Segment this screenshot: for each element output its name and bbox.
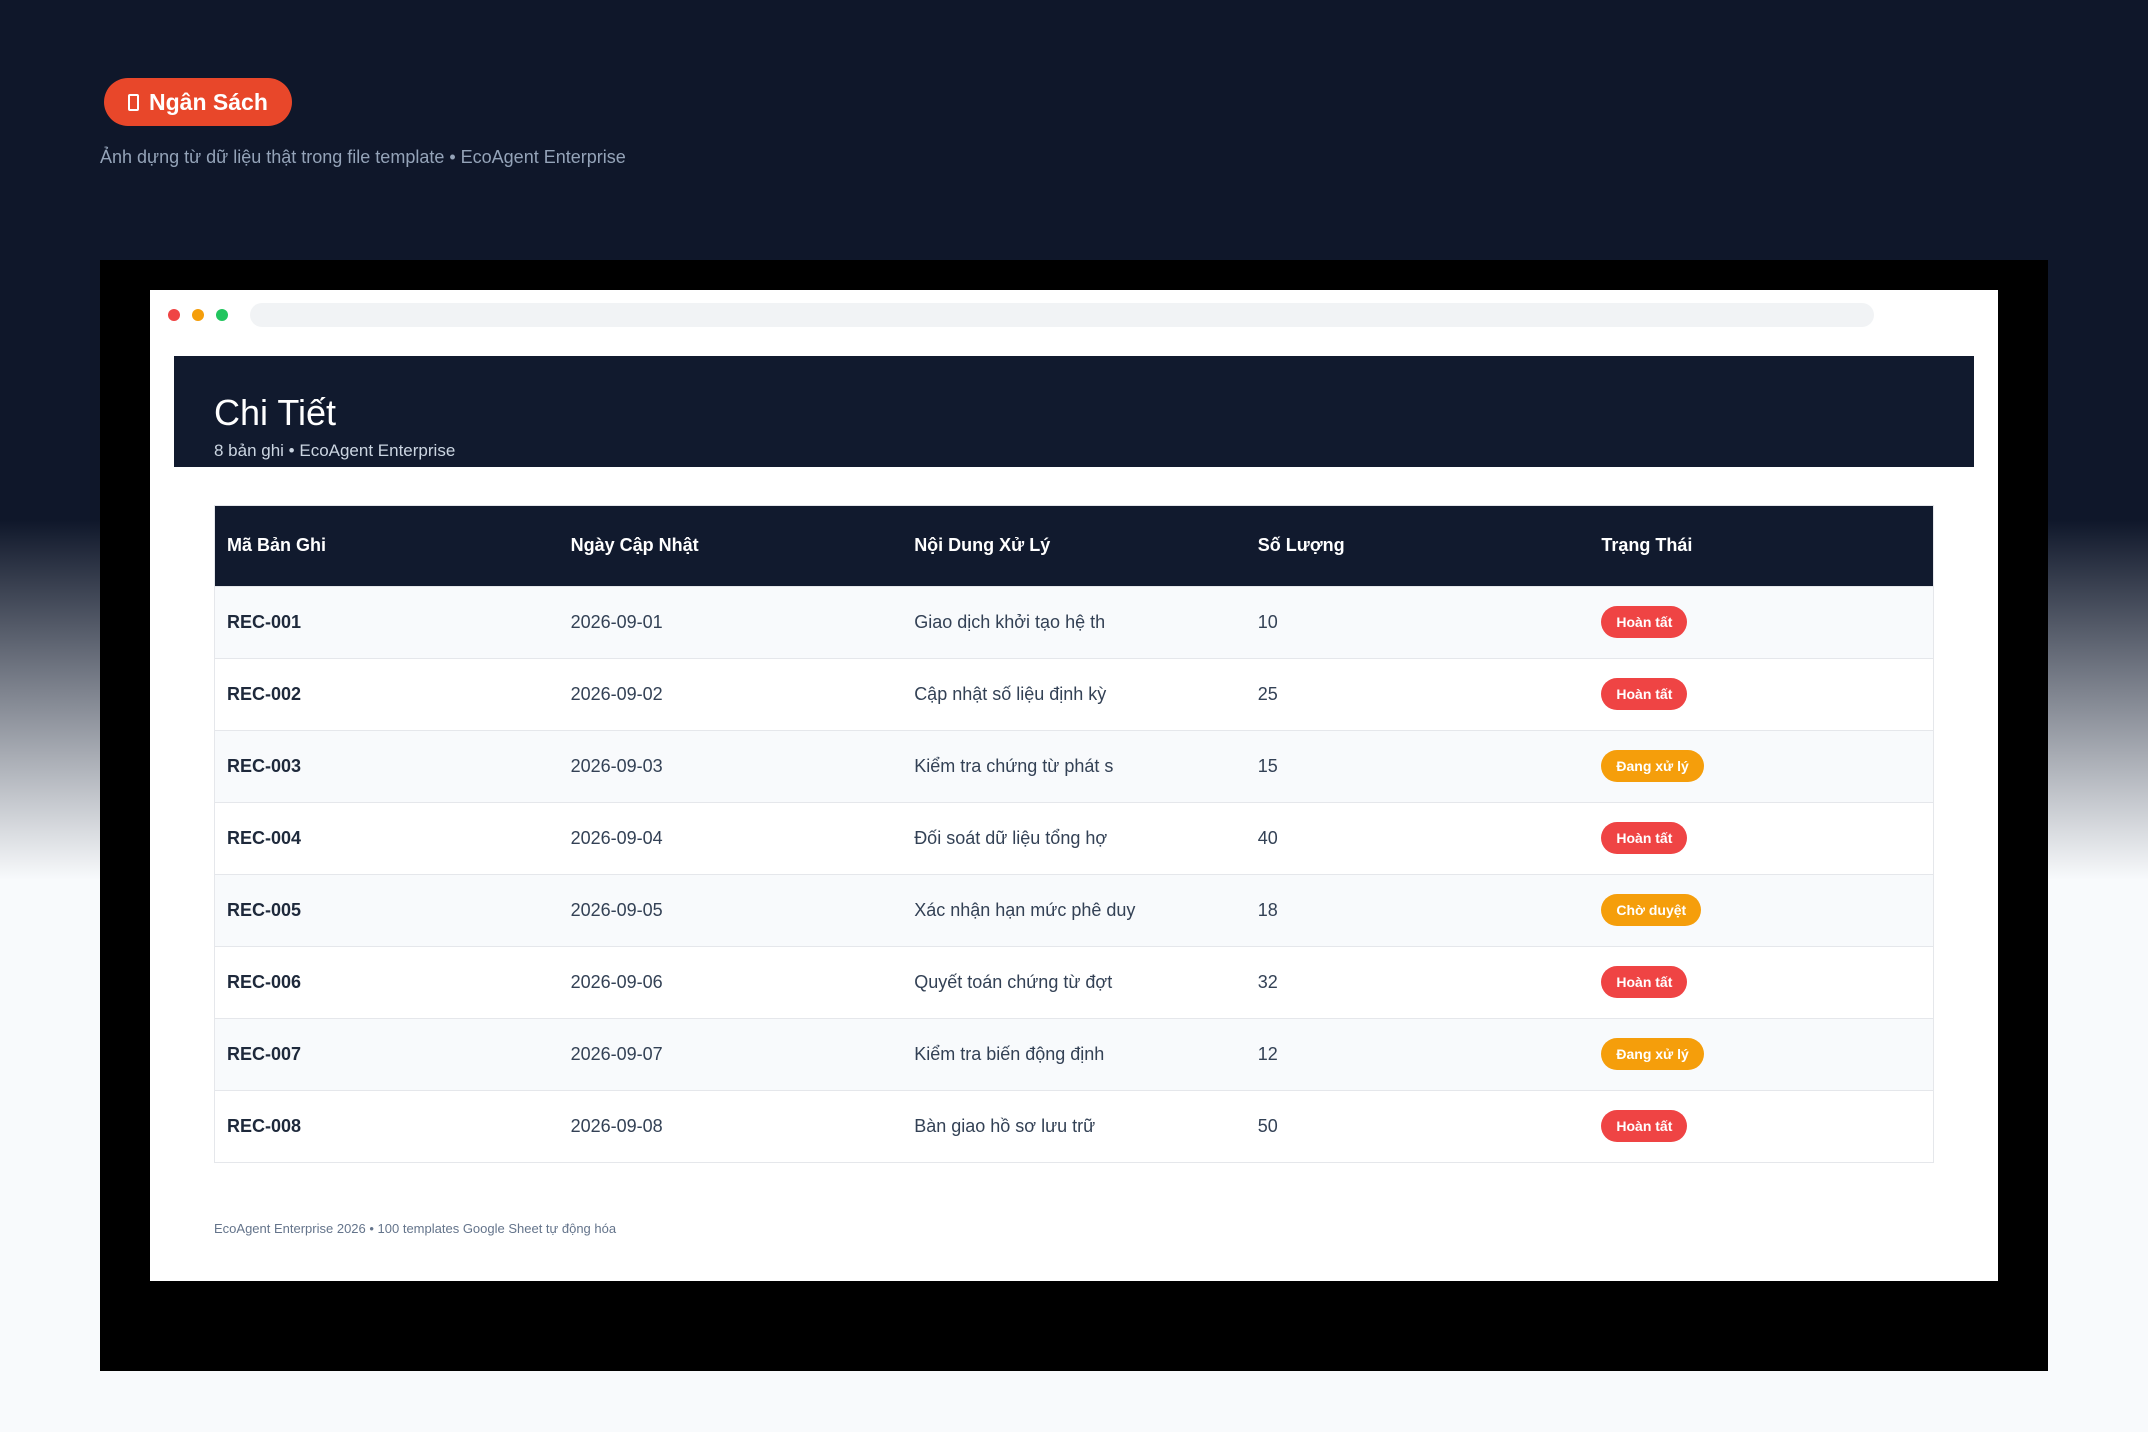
quantity-cell: 18 — [1257, 899, 1278, 920]
table-row[interactable]: REC-004 2026-09-04 Đối soát dữ liệu tổng h… — [215, 802, 1933, 874]
table-row[interactable]: REC-008 2026-09-08 Bàn giao hồ sơ lưu trữ 5… — [215, 1090, 1933, 1162]
content-cell: Cập nhật số liệu định kỳ — [914, 683, 1107, 704]
table-row[interactable]: REC-006 2026-09-06 Quyết toán chứng từ đợt… — [215, 946, 1933, 1018]
status-cell: Hoàn tất — [1589, 586, 1933, 658]
updated-date-cell: 2026-09-03 — [570, 755, 663, 776]
updated-date-cell: 2026-09-07 — [570, 1043, 663, 1064]
quantity-cell: 10 — [1257, 611, 1278, 632]
quantity-cell: 32 — [1257, 971, 1278, 992]
updated-date-cell: 2026-09-06 — [570, 971, 663, 992]
quantity-cell: 15 — [1257, 755, 1278, 776]
table-row[interactable]: REC-005 2026-09-05 Xác nhận hạn mức phê du… — [215, 874, 1933, 946]
status-cell: Chờ duyệt — [1589, 874, 1933, 946]
table-header-row: Mã Bản Ghi Ngày Cập Nhật Nội Dung Xử Lý … — [215, 506, 1933, 586]
status-badge: Chờ duyệt — [1601, 894, 1702, 926]
record-code-cell: REC-008 — [227, 1115, 302, 1136]
address-bar[interactable] — [250, 303, 1874, 327]
browser-window: Chi Tiết 8 bản ghi • EcoAgent Enterprise… — [150, 290, 1998, 1281]
status-badge: Hoàn tất — [1601, 1110, 1688, 1143]
column-header-date[interactable]: Ngày Cập Nhật — [570, 535, 699, 556]
table-row[interactable]: REC-003 2026-09-03 Kiểm tra chứng từ phát … — [215, 730, 1933, 802]
category-badge[interactable]: Ngân Sách — [104, 78, 292, 126]
content-cell: Bàn giao hồ sơ lưu trữ — [914, 1115, 1096, 1136]
updated-date-cell: 2026-09-04 — [570, 827, 663, 848]
status-badge: Đang xử lý — [1601, 750, 1704, 782]
quantity-cell: 50 — [1257, 1115, 1278, 1136]
quantity-cell: 12 — [1257, 1043, 1278, 1064]
window-close-dot[interactable] — [168, 309, 180, 321]
records-table: Mã Bản Ghi Ngày Cập Nhật Nội Dung Xử Lý … — [214, 505, 1934, 1163]
footer-note: EcoAgent Enterprise 2026 • 100 templates… — [214, 1221, 617, 1236]
sheet-subtitle: 8 bản ghi • EcoAgent Enterprise — [214, 441, 456, 460]
window-minimize-dot[interactable] — [192, 309, 204, 321]
table-row[interactable]: REC-001 2026-09-01 Giao dịch khởi tạo hệ t… — [215, 586, 1933, 658]
column-header-code[interactable]: Mã Bản Ghi — [227, 535, 327, 556]
content-cell: Giao dịch khởi tạo hệ th — [914, 611, 1106, 632]
status-cell: Hoàn tất — [1589, 802, 1933, 874]
content-cell: Xác nhận hạn mức phê duy — [914, 899, 1136, 920]
sheet-header: Chi Tiết 8 bản ghi • EcoAgent Enterprise — [174, 356, 1974, 467]
record-code-cell: REC-002 — [227, 683, 302, 704]
column-header-quantity[interactable]: Số Lượng — [1257, 535, 1345, 556]
record-code-cell: REC-004 — [227, 827, 302, 848]
updated-date-cell: 2026-09-08 — [570, 1115, 663, 1136]
record-code-cell: REC-001 — [227, 611, 302, 632]
status-cell: Hoàn tất — [1589, 1090, 1933, 1162]
window-maximize-dot[interactable] — [216, 309, 228, 321]
status-badge: Hoàn tất — [1601, 966, 1688, 998]
table-body: REC-001 2026-09-01 Giao dịch khởi tạo hệ t… — [215, 586, 1933, 1162]
status-badge: Hoàn tất — [1601, 678, 1688, 710]
status-badge: Đang xử lý — [1601, 1038, 1704, 1070]
column-header-content[interactable]: Nội Dung Xử Lý — [914, 535, 1051, 556]
content-cell: Đối soát dữ liệu tổng hợ — [914, 827, 1108, 848]
record-code-cell: REC-003 — [227, 755, 302, 776]
table-row[interactable]: REC-002 2026-09-02 Cập nhật số liệu định k… — [215, 658, 1933, 730]
screenshot-frame: Chi Tiết 8 bản ghi • EcoAgent Enterprise… — [100, 260, 2048, 1371]
sheet-title: Chi Tiết — [214, 392, 337, 433]
column-header-status[interactable]: Trạng Thái — [1601, 535, 1693, 556]
category-badge-label: Ngân Sách — [149, 88, 268, 115]
record-code-cell: REC-007 — [227, 1043, 302, 1064]
record-code-cell: REC-005 — [227, 899, 302, 920]
content-cell: Kiểm tra biến động định — [914, 1043, 1105, 1064]
content-cell: Quyết toán chứng từ đợt — [914, 971, 1113, 992]
updated-date-cell: 2026-09-05 — [570, 899, 663, 920]
updated-date-cell: 2026-09-02 — [570, 683, 663, 704]
status-cell: Đang xử lý — [1589, 730, 1933, 802]
page-subtitle: Ảnh dựng từ dữ liệu thật trong file temp… — [100, 147, 626, 167]
status-badge: Hoàn tất — [1601, 822, 1688, 854]
status-cell: Hoàn tất — [1589, 658, 1933, 730]
record-code-cell: REC-006 — [227, 971, 302, 992]
clipboard-icon — [128, 93, 139, 111]
table-row[interactable]: REC-007 2026-09-07 Kiểm tra biến động định… — [215, 1018, 1933, 1090]
quantity-cell: 40 — [1257, 827, 1278, 848]
quantity-cell: 25 — [1257, 683, 1278, 704]
status-badge: Hoàn tất — [1601, 606, 1688, 638]
status-cell: Hoàn tất — [1589, 946, 1933, 1018]
content-cell: Kiểm tra chứng từ phát s — [914, 755, 1114, 776]
updated-date-cell: 2026-09-01 — [570, 611, 663, 632]
status-cell: Đang xử lý — [1589, 1018, 1933, 1090]
